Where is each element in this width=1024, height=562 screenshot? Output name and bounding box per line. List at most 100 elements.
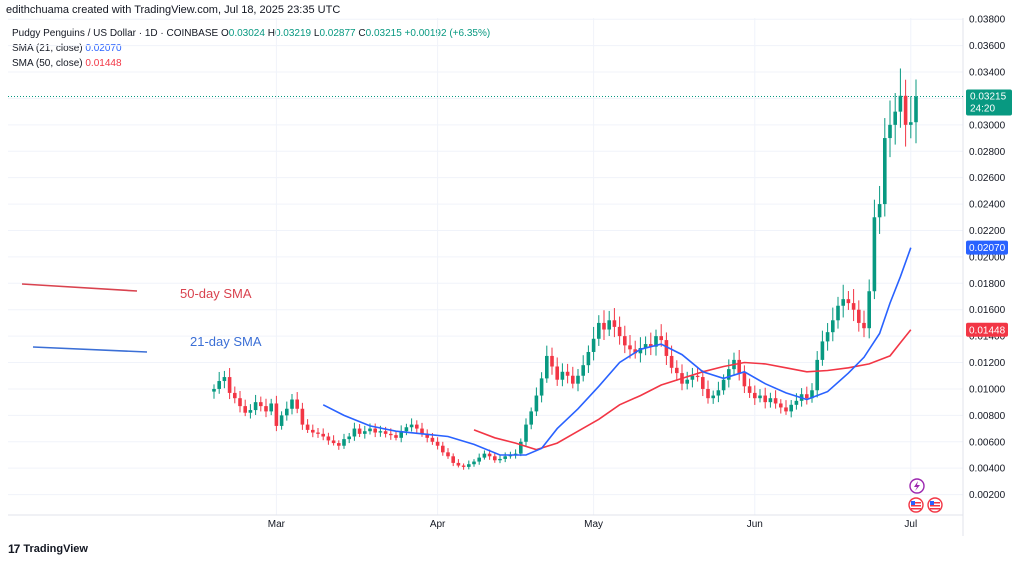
sma21-line[interactable] xyxy=(322,247,912,456)
candle[interactable] xyxy=(285,401,289,421)
candle[interactable] xyxy=(519,438,523,457)
candle[interactable] xyxy=(857,300,861,332)
sma21-legend-row[interactable]: SMA (21, close) 0.02070 xyxy=(12,41,490,56)
candle[interactable] xyxy=(290,393,294,415)
candle[interactable] xyxy=(498,455,502,464)
candle[interactable] xyxy=(737,349,741,381)
candle[interactable] xyxy=(727,359,731,388)
candle[interactable] xyxy=(815,351,819,398)
candle[interactable] xyxy=(493,452,497,463)
candle[interactable] xyxy=(295,392,299,414)
sma50-line[interactable] xyxy=(473,329,912,451)
candle[interactable] xyxy=(862,310,866,338)
candle[interactable] xyxy=(311,424,315,438)
time-axis[interactable]: Mar Apr May Jun Jul xyxy=(268,519,917,530)
candle[interactable] xyxy=(399,425,403,443)
lightning-event-icon[interactable] xyxy=(909,478,925,494)
us-flag-event-icon-2[interactable] xyxy=(927,497,943,513)
candle[interactable] xyxy=(789,400,793,418)
candle[interactable] xyxy=(222,370,227,389)
candle[interactable] xyxy=(675,360,679,381)
candle[interactable] xyxy=(742,365,747,394)
candle[interactable] xyxy=(233,386,237,404)
candle[interactable] xyxy=(612,308,617,338)
candle[interactable] xyxy=(212,384,216,399)
candle[interactable] xyxy=(877,185,882,234)
candle[interactable] xyxy=(617,316,622,345)
candle[interactable] xyxy=(836,296,840,329)
candle[interactable] xyxy=(446,448,450,459)
candle[interactable] xyxy=(326,432,331,445)
price-axis[interactable]: 0.00200 0.00400 0.00600 0.00800 0.01000 0.012… xyxy=(969,15,1006,501)
candle[interactable] xyxy=(534,387,539,416)
candle[interactable] xyxy=(810,383,814,403)
candle[interactable] xyxy=(581,355,585,382)
us-flag-event-icon[interactable] xyxy=(908,497,924,513)
candle[interactable] xyxy=(586,345,591,373)
candle[interactable] xyxy=(264,398,268,418)
candle[interactable] xyxy=(435,437,440,450)
candle[interactable] xyxy=(409,418,414,432)
candle[interactable] xyxy=(477,453,481,465)
candle[interactable] xyxy=(513,449,518,459)
candle[interactable] xyxy=(914,79,918,144)
candle[interactable] xyxy=(805,386,809,405)
symbol-name[interactable]: Pudgy Penguins / US Dollar · 1D · COINBA… xyxy=(12,28,219,39)
candle[interactable] xyxy=(342,433,346,449)
candle[interactable] xyxy=(441,441,445,456)
candle[interactable] xyxy=(846,291,851,310)
candle[interactable] xyxy=(654,329,658,356)
candle[interactable] xyxy=(321,428,325,441)
candle[interactable] xyxy=(831,307,835,342)
candle[interactable] xyxy=(851,289,856,322)
candle[interactable] xyxy=(747,378,752,398)
candle[interactable] xyxy=(461,463,466,470)
candle[interactable] xyxy=(706,380,710,404)
candle[interactable] xyxy=(773,390,778,409)
candle[interactable] xyxy=(373,423,377,438)
candle[interactable] xyxy=(279,411,284,430)
candle[interactable] xyxy=(571,366,575,389)
sma50-legend-row[interactable]: SMA (50, close) 0.01448 xyxy=(12,56,490,71)
candle[interactable] xyxy=(649,332,653,356)
candle[interactable] xyxy=(633,340,637,359)
candle[interactable] xyxy=(888,100,892,158)
candle[interactable] xyxy=(779,399,783,414)
candle[interactable] xyxy=(503,452,507,463)
candle[interactable] xyxy=(539,372,544,403)
candle[interactable] xyxy=(784,400,788,415)
candle[interactable] xyxy=(555,357,559,386)
candle[interactable] xyxy=(872,199,877,300)
candle[interactable] xyxy=(659,324,663,347)
candle[interactable] xyxy=(685,371,689,390)
candle[interactable] xyxy=(545,345,549,383)
candle[interactable] xyxy=(841,284,845,318)
candle[interactable] xyxy=(597,315,601,346)
candle[interactable] xyxy=(550,347,554,375)
candle[interactable] xyxy=(331,435,336,446)
candle[interactable] xyxy=(269,398,273,416)
candle[interactable] xyxy=(524,418,528,446)
candle[interactable] xyxy=(623,325,627,354)
candle[interactable] xyxy=(451,453,455,467)
candle[interactable] xyxy=(560,363,565,387)
candle[interactable] xyxy=(643,336,648,356)
candle[interactable] xyxy=(425,429,429,443)
candle[interactable] xyxy=(347,432,351,444)
candle[interactable] xyxy=(763,387,767,409)
candle[interactable] xyxy=(607,310,611,337)
candle[interactable] xyxy=(259,396,263,412)
candle[interactable] xyxy=(243,399,247,417)
candle[interactable] xyxy=(883,118,887,217)
candle[interactable] xyxy=(820,330,825,366)
candle[interactable] xyxy=(305,419,310,433)
candle[interactable] xyxy=(893,93,897,145)
candle[interactable] xyxy=(716,381,721,403)
candle[interactable] xyxy=(903,79,908,147)
candle[interactable] xyxy=(701,370,705,397)
candle[interactable] xyxy=(404,423,409,436)
candlestick-series[interactable] xyxy=(212,68,918,470)
candle[interactable] xyxy=(316,428,320,438)
candle[interactable] xyxy=(482,450,487,460)
